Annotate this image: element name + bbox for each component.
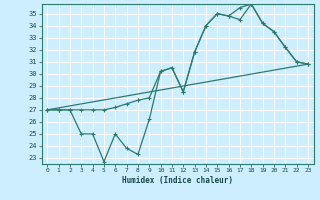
X-axis label: Humidex (Indice chaleur): Humidex (Indice chaleur) <box>122 176 233 185</box>
